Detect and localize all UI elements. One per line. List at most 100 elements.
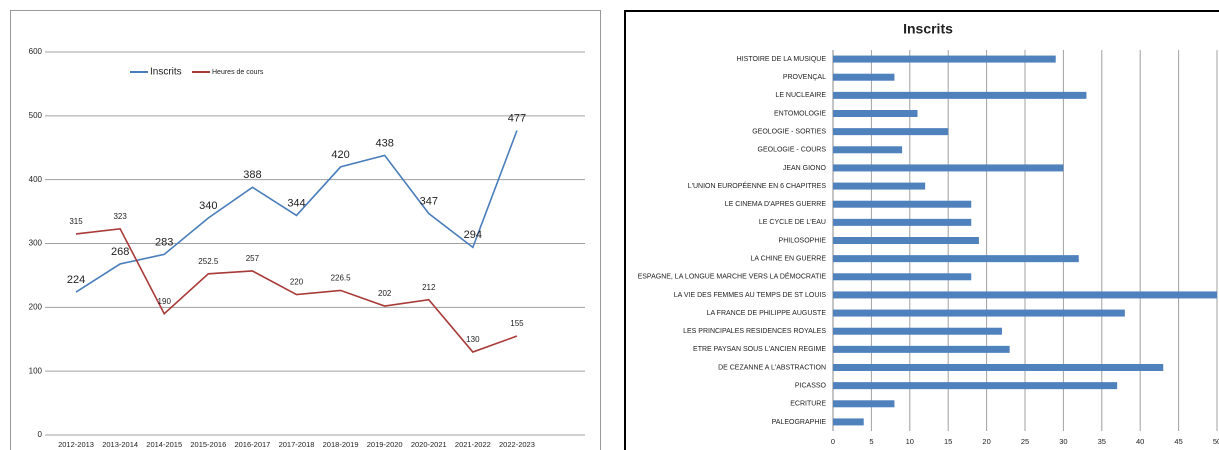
data-label: 420 xyxy=(331,149,349,161)
data-label: 477 xyxy=(508,112,526,124)
bar xyxy=(833,182,926,190)
x-tick-label: 35 xyxy=(1098,437,1106,446)
y-tick-label: 500 xyxy=(29,111,43,120)
y-tick-label: GEOLOGIE - SORTIES xyxy=(752,128,826,135)
y-tick-label: PROVENÇAL xyxy=(783,74,826,81)
x-tick-label: 25 xyxy=(1021,437,1029,446)
bar xyxy=(833,400,895,408)
bar xyxy=(833,237,979,244)
x-tick-label: 30 xyxy=(1059,437,1067,446)
right-panel xyxy=(624,10,1219,450)
y-tick-label: LES PRINCIPALES RESIDENCES ROYALES xyxy=(683,328,826,335)
x-tick-label: 2015-2016 xyxy=(190,440,226,449)
legend-label: Heures de cours xyxy=(212,69,264,76)
y-tick-label: 100 xyxy=(29,366,43,375)
x-tick-label: 2018-2019 xyxy=(323,440,359,449)
data-label: 212 xyxy=(422,283,436,292)
data-label: 257 xyxy=(246,254,260,263)
x-tick-label: 2021-2022 xyxy=(455,440,491,449)
y-tick-label: PALEOGRAPHIE xyxy=(772,419,827,426)
data-label: 283 xyxy=(155,236,173,248)
y-tick-label: LE CINEMA D'APRES GUERRE xyxy=(725,201,827,208)
x-tick-label: 2014-2015 xyxy=(146,440,182,449)
bar xyxy=(833,110,918,117)
x-tick-label: 2022-2023 xyxy=(499,440,535,449)
data-label: 323 xyxy=(113,212,127,221)
y-tick-label: ETRE PAYSAN SOUS L'ANCIEN REGIME xyxy=(693,346,826,353)
y-tick-label: PHILOSOPHIE xyxy=(779,237,827,244)
y-tick-label: LE CYCLE DE L'EAU xyxy=(759,219,826,226)
data-label: 226.5 xyxy=(331,274,352,283)
bar xyxy=(833,327,1002,335)
y-tick-label: L'UNION EUROPÉENNE EN 6 CHAPITRES xyxy=(688,181,827,190)
bar xyxy=(833,146,903,154)
y-tick-label: 400 xyxy=(29,175,43,184)
x-tick-label: 2016-2017 xyxy=(234,440,270,449)
left-panel xyxy=(10,10,601,450)
bar xyxy=(833,218,972,226)
data-label: 347 xyxy=(420,195,438,207)
bar xyxy=(833,345,1010,353)
data-label: 344 xyxy=(287,197,305,209)
x-tick-label: 40 xyxy=(1136,437,1144,446)
data-label: 224 xyxy=(67,274,85,286)
bar xyxy=(833,128,949,136)
x-tick-label: 10 xyxy=(906,437,914,446)
y-tick-label: HISTOIRE DE LA MUSIQUE xyxy=(737,56,827,63)
y-tick-label: GEOLOGIE - COURS xyxy=(758,147,827,154)
y-tick-label: 0 xyxy=(38,430,43,439)
x-tick-label: 5 xyxy=(869,437,873,446)
x-tick-label: 2020-2021 xyxy=(411,440,447,449)
x-tick-label: 45 xyxy=(1174,437,1182,446)
x-tick-label: 50 xyxy=(1213,437,1219,446)
y-tick-label: ECRITURE xyxy=(790,401,826,408)
data-label: 268 xyxy=(111,246,129,258)
y-tick-label: PICASSO xyxy=(795,382,827,389)
bar xyxy=(833,73,895,81)
data-label: 294 xyxy=(464,229,482,241)
bar xyxy=(833,91,1087,99)
x-tick-label: 20 xyxy=(982,437,990,446)
x-tick-label: 15 xyxy=(944,437,952,446)
x-tick-label: 2017-2018 xyxy=(279,440,315,449)
line xyxy=(75,130,518,293)
bar xyxy=(833,382,1118,390)
data-label: 252.5 xyxy=(198,257,219,266)
y-tick-label: ENTOMOLOGIE xyxy=(774,110,826,117)
y-tick-label: ESPAGNE, LA LONGUE MARCHE VERS LA DÉMOCR… xyxy=(638,272,827,281)
y-tick-label: LA CHINE EN GUERRE xyxy=(751,255,827,262)
bar xyxy=(833,309,1125,317)
bar xyxy=(833,291,1217,299)
bar xyxy=(833,273,972,281)
data-label: 190 xyxy=(158,297,172,306)
line xyxy=(75,227,518,353)
bar xyxy=(833,418,864,426)
y-tick-label: 300 xyxy=(29,239,43,248)
x-tick-label: 2019-2020 xyxy=(367,440,403,449)
data-label: 340 xyxy=(199,200,217,212)
y-tick-label: LA VIE DES FEMMES AU TEMPS DE ST LOUIS xyxy=(674,292,827,299)
y-tick-label: JEAN GIONO xyxy=(783,165,827,172)
data-label: 220 xyxy=(290,278,304,287)
y-tick-label: LA FRANCE DE PHILIPPE AUGUSTE xyxy=(707,310,827,317)
y-tick-label: 600 xyxy=(29,47,43,56)
chart-title: Inscrits xyxy=(903,21,953,37)
data-label: 388 xyxy=(243,169,261,181)
data-label: 155 xyxy=(510,319,524,328)
data-label: 438 xyxy=(376,137,394,149)
x-tick-label: 2012-2013 xyxy=(58,440,94,449)
data-label: 130 xyxy=(466,335,480,344)
data-label: 202 xyxy=(378,289,392,298)
legend-label: Inscrits xyxy=(150,67,182,78)
y-tick-label: DE CEZANNE A L'ABSTRACTION xyxy=(718,364,826,371)
y-tick-label: 200 xyxy=(29,302,43,311)
x-tick-label: 0 xyxy=(831,437,835,446)
y-tick-label: LE NUCLEAIRE xyxy=(775,92,826,99)
x-tick-label: 2013-2014 xyxy=(102,440,138,449)
bar xyxy=(833,364,1164,371)
data-label: 315 xyxy=(69,217,83,226)
bar xyxy=(833,55,1056,63)
bar xyxy=(833,200,972,208)
bar xyxy=(833,255,1079,263)
